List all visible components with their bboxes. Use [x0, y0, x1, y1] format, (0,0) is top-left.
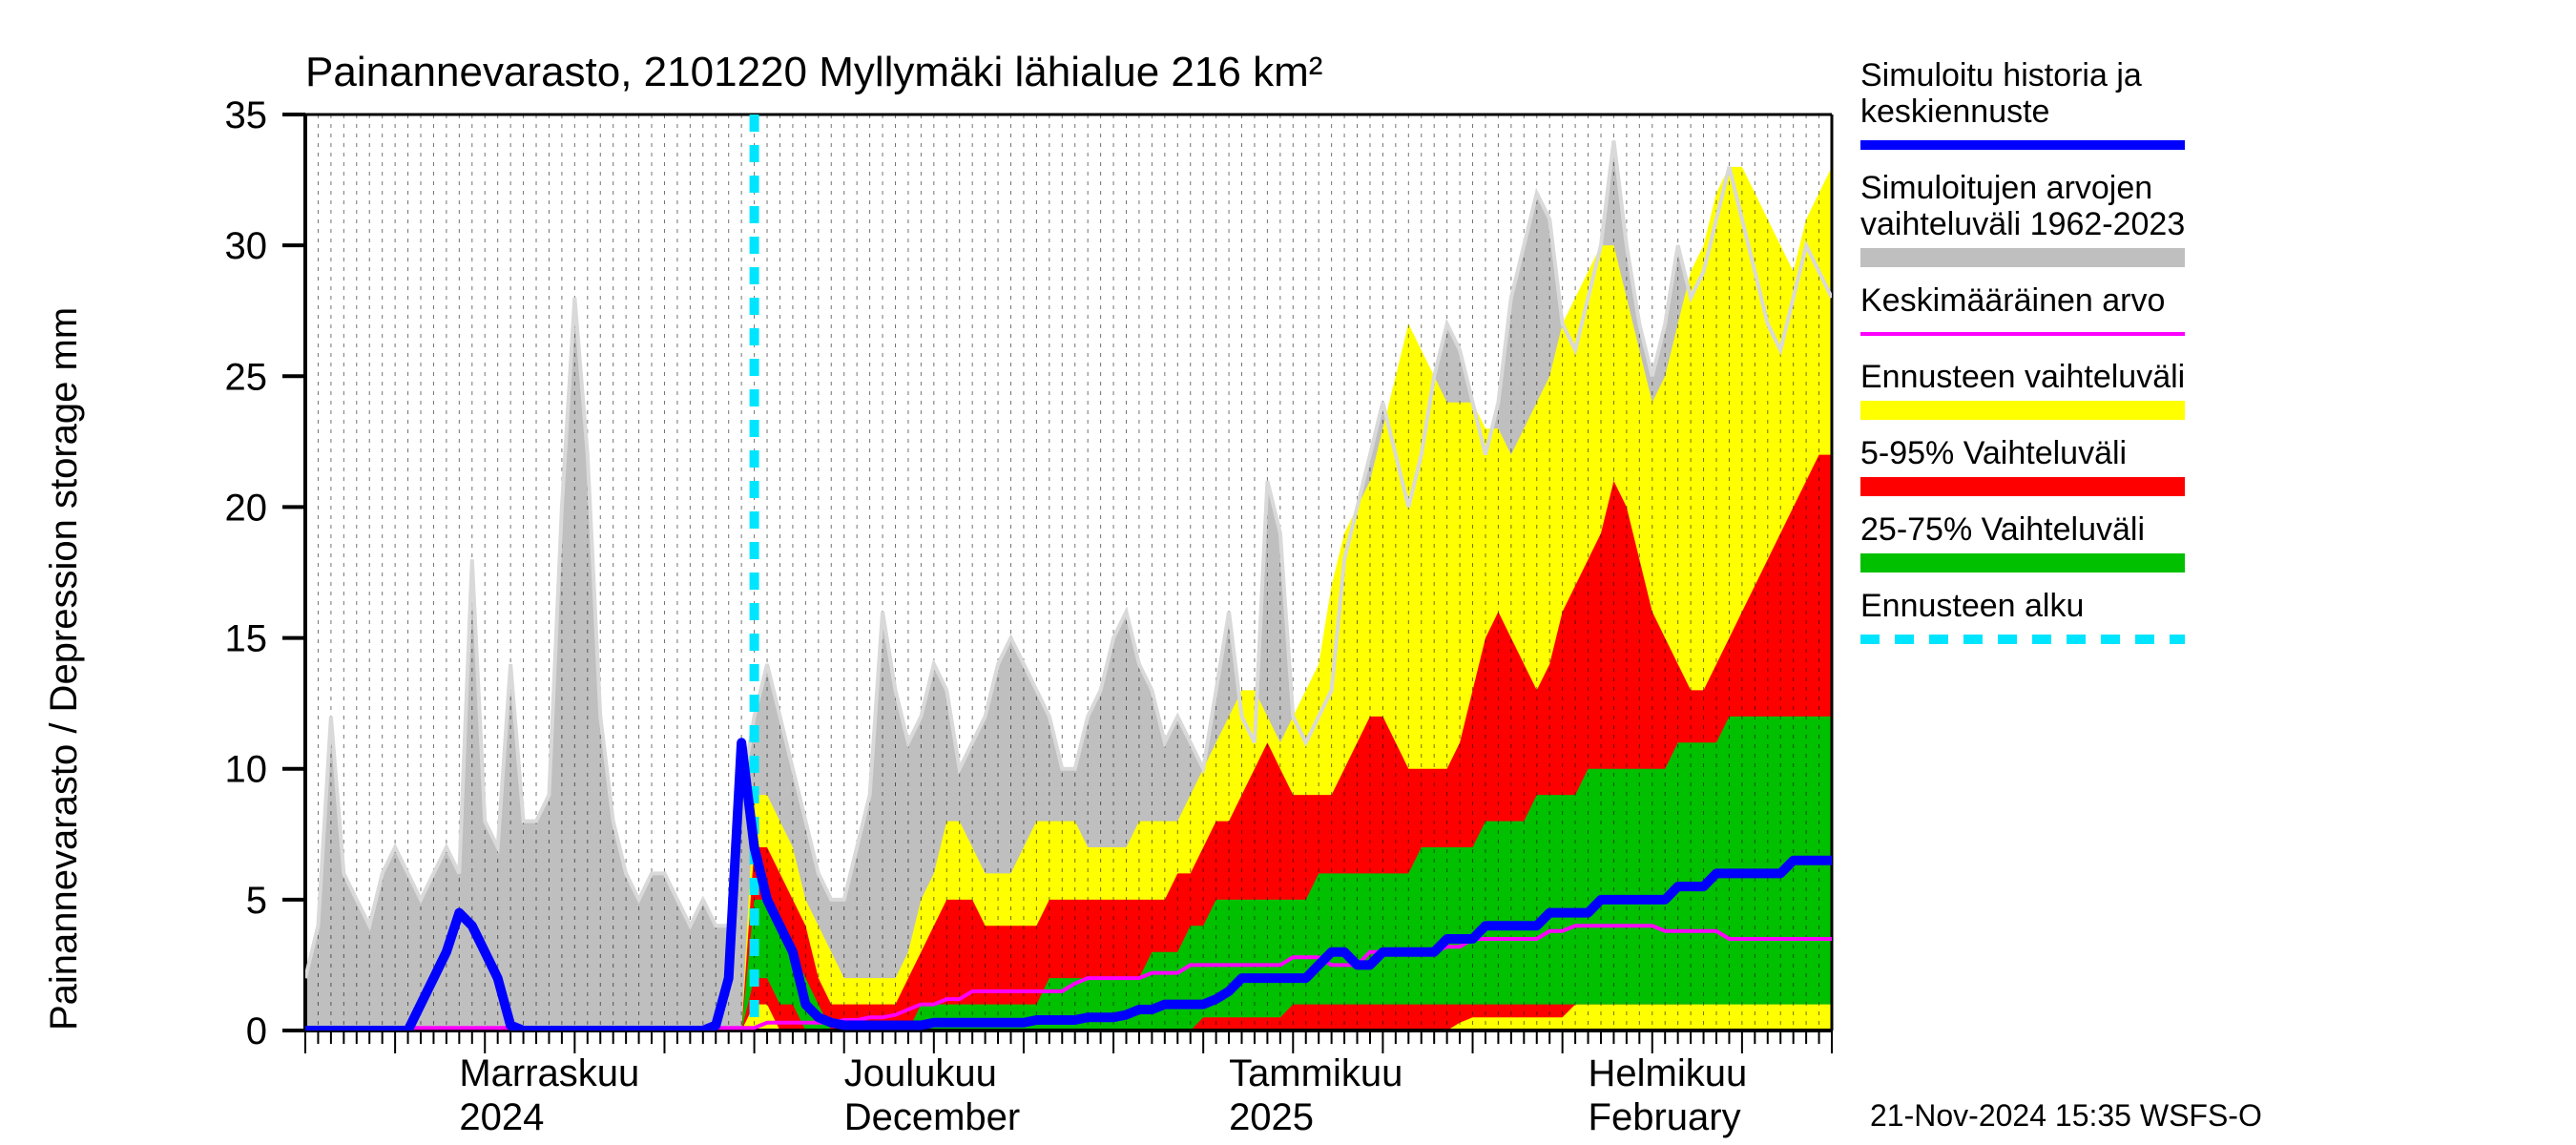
x-month-sublabel: December: [844, 1096, 1021, 1138]
legend-swatch: [1860, 477, 2185, 496]
x-month-sublabel: 2025: [1229, 1096, 1314, 1138]
legend-label: Simuloitu historia ja: [1860, 57, 2142, 94]
legend-label: Ennusteen vaihteluväli: [1860, 359, 2185, 395]
y-tick-label: 20: [225, 487, 268, 529]
x-month-label: Tammikuu: [1229, 1052, 1402, 1094]
chart-footer: 21-Nov-2024 15:35 WSFS-O: [1870, 1098, 2262, 1133]
y-tick-label: 0: [246, 1010, 267, 1052]
legend-label: Keskimääräinen arvo: [1860, 282, 2165, 319]
x-month-label: Marraskuu: [459, 1052, 639, 1094]
legend-label: Simuloitujen arvojen: [1860, 170, 2152, 206]
legend-swatch: [1860, 248, 2185, 267]
legend-label: 25-75% Vaihteluväli: [1860, 511, 2145, 548]
x-month-sublabel: February: [1589, 1096, 1741, 1138]
y-axis-label: Painannevarasto / Depression storage mm: [43, 307, 85, 1030]
y-tick-label: 5: [246, 880, 267, 922]
legend-swatch: [1860, 553, 2185, 572]
y-tick-label: 15: [225, 618, 268, 660]
depression-storage-chart: 05101520253035Marraskuu2024JoulukuuDecem…: [0, 0, 2576, 1145]
y-tick-label: 35: [225, 94, 268, 136]
legend-label: 5-95% Vaihteluväli: [1860, 435, 2127, 471]
legend-swatch: [1860, 401, 2185, 420]
y-tick-label: 30: [225, 225, 268, 267]
x-month-sublabel: 2024: [459, 1096, 544, 1138]
x-month-label: Joulukuu: [844, 1052, 997, 1094]
chart-title: Painannevarasto, 2101220 Myllymäki lähia…: [305, 49, 1322, 95]
y-tick-label: 25: [225, 356, 268, 398]
x-month-label: Helmikuu: [1589, 1052, 1748, 1094]
legend-label: keskiennuste: [1860, 94, 2049, 130]
legend-label: vaihteluväli 1962-2023: [1860, 206, 2185, 242]
legend-label: Ennusteen alku: [1860, 588, 2084, 624]
y-tick-label: 10: [225, 749, 268, 791]
